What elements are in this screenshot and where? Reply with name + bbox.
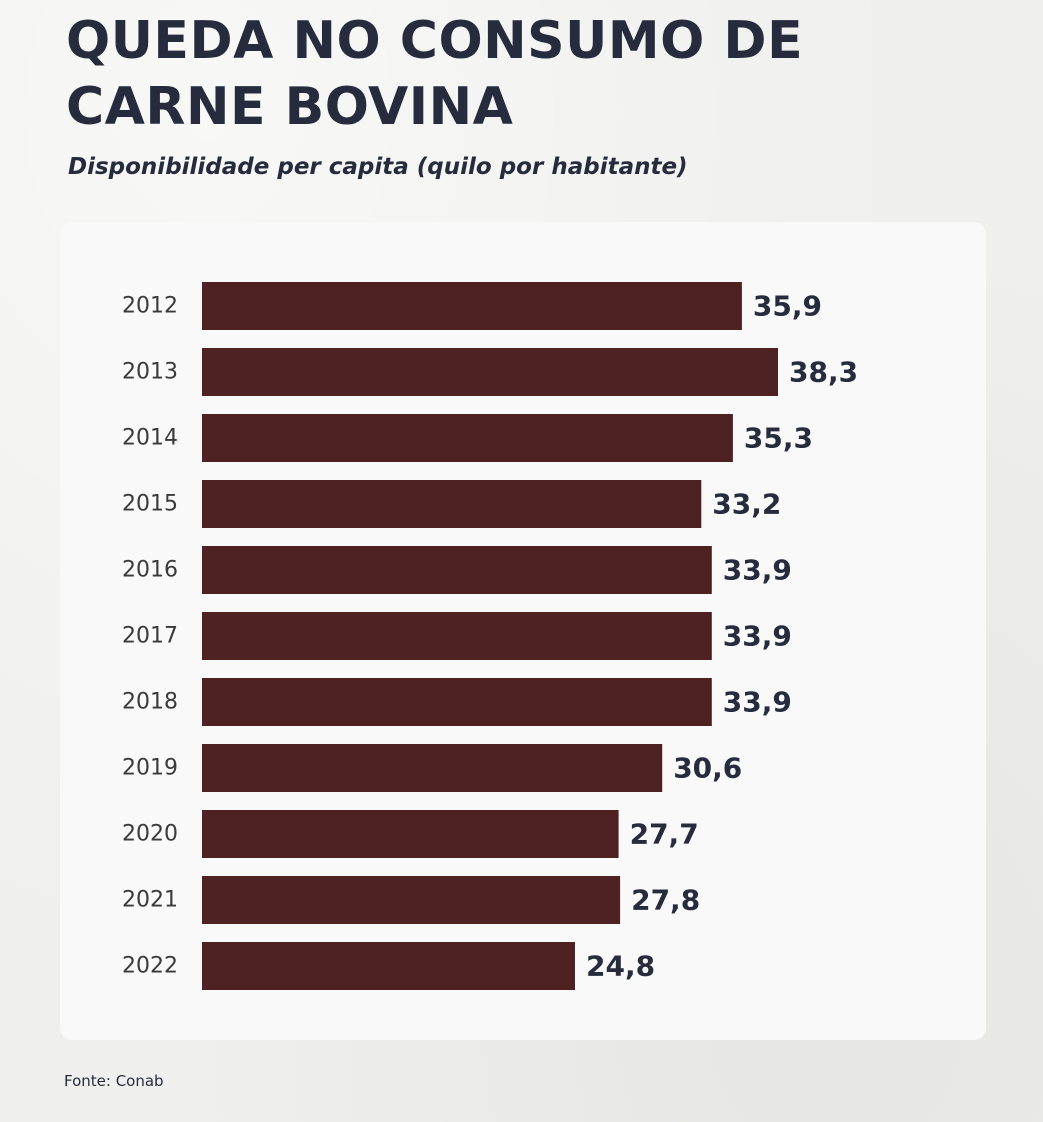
bar-2015 xyxy=(202,480,702,528)
bar-2022 xyxy=(202,942,575,990)
bar-row-2016: 2016 33,9 xyxy=(122,546,792,594)
category-label-2014: 2014 xyxy=(122,426,178,451)
value-label-2020: 27,7 xyxy=(630,818,699,851)
bar-row-2012: 2012 35,9 xyxy=(122,282,822,330)
bar-row-2019: 2019 30,6 xyxy=(122,744,742,792)
category-label-2016: 2016 xyxy=(122,558,178,583)
value-label-2015: 33,2 xyxy=(712,488,781,521)
value-label-2018: 33,9 xyxy=(723,686,792,719)
category-label-2015: 2015 xyxy=(122,492,178,517)
bar-row-2018: 2018 33,9 xyxy=(122,678,792,726)
bar-2013 xyxy=(202,348,778,396)
category-label-2019: 2019 xyxy=(122,756,178,781)
bar-2016 xyxy=(202,546,712,594)
chart-title: QUEDA NO CONSUMO DE CARNE BOVINA xyxy=(66,8,966,140)
value-label-2019: 30,6 xyxy=(673,752,742,785)
title-line-1: QUEDA NO CONSUMO DE xyxy=(66,11,804,71)
bar-2018 xyxy=(202,678,712,726)
bar-2017 xyxy=(202,612,712,660)
category-label-2022: 2022 xyxy=(122,954,178,979)
source-note: Fonte: Conab xyxy=(64,1072,164,1090)
bar-row-2022: 2022 24,8 xyxy=(122,942,655,990)
category-label-2012: 2012 xyxy=(122,294,178,319)
category-label-2021: 2021 xyxy=(122,888,178,913)
category-label-2020: 2020 xyxy=(122,822,178,847)
title-line-2: CARNE BOVINA xyxy=(66,77,514,137)
bar-row-2017: 2017 33,9 xyxy=(122,612,792,660)
category-label-2013: 2013 xyxy=(122,360,178,385)
chart-subtitle: Disponibilidade per capita (quilo por ha… xyxy=(68,154,688,180)
bar-row-2015: 2015 33,2 xyxy=(122,480,781,528)
value-label-2016: 33,9 xyxy=(723,554,792,587)
bar-row-2021: 2021 27,8 xyxy=(122,876,700,924)
value-label-2014: 35,3 xyxy=(744,422,813,455)
bar-row-2014: 2014 35,3 xyxy=(122,414,813,462)
category-label-2017: 2017 xyxy=(122,624,178,649)
category-label-2018: 2018 xyxy=(122,690,178,715)
value-label-2012: 35,9 xyxy=(753,290,822,323)
bar-row-2020: 2020 27,7 xyxy=(122,810,699,858)
bar-2019 xyxy=(202,744,663,792)
bar-2021 xyxy=(202,876,621,924)
value-label-2013: 38,3 xyxy=(789,356,858,389)
bar-row-2013: 2013 38,3 xyxy=(122,348,858,396)
value-label-2022: 24,8 xyxy=(586,950,655,983)
value-label-2017: 33,9 xyxy=(723,620,792,653)
bar-2012 xyxy=(202,282,742,330)
value-label-2021: 27,8 xyxy=(631,884,700,917)
bar-2014 xyxy=(202,414,733,462)
bar-2020 xyxy=(202,810,619,858)
